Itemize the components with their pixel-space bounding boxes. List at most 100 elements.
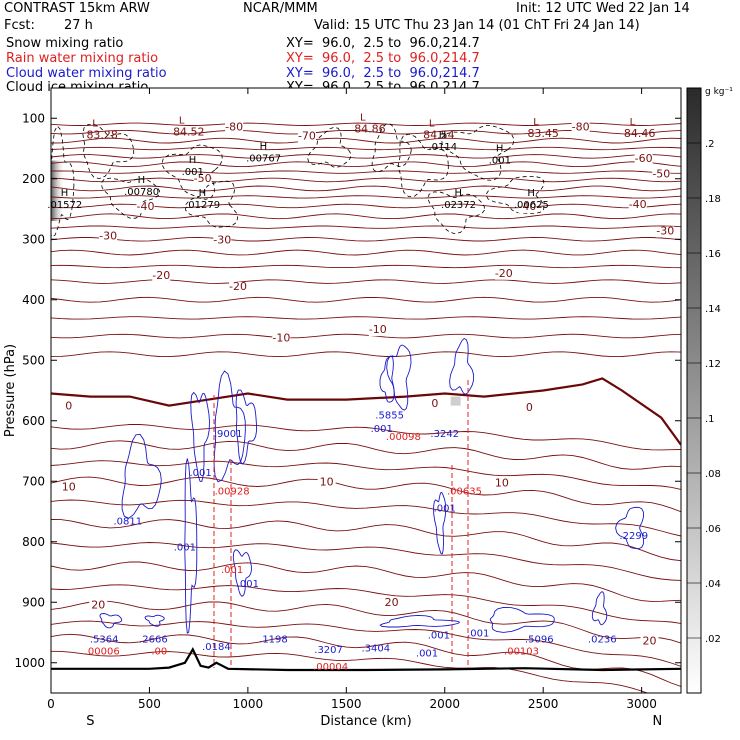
cloud-water-value: .5364: [90, 635, 119, 646]
cloud-water-value: .3207: [314, 645, 343, 656]
rain-value: .00635: [447, 486, 482, 497]
isotherm-label-bg: [272, 333, 291, 345]
cloud-water-value: .2666: [139, 635, 168, 646]
y-tick-label: 1000: [14, 656, 45, 670]
x-tick-label: 1000: [233, 697, 264, 711]
isotherm-label: 10: [495, 477, 509, 490]
isotherm-line: [51, 316, 681, 320]
chart-title: CONTRAST 15km ARW: [4, 1, 150, 16]
y-tick-label: 700: [22, 474, 45, 488]
rain-value: .00: [151, 647, 167, 658]
cloud-ice-contour: [441, 125, 515, 181]
ice-marker: H: [199, 188, 207, 199]
isotherm-label-bg: [59, 482, 78, 494]
forecast-hours: 27 h: [64, 18, 93, 33]
isotherm-label: 20: [643, 635, 657, 648]
y-tick-label: 900: [22, 595, 45, 609]
ice-marker: H: [260, 142, 268, 153]
isotherm-label: -30: [99, 229, 117, 242]
cloud-water-value: .001: [434, 503, 456, 514]
isotherm-line: [51, 170, 681, 174]
cloud-water-contour: [379, 614, 461, 628]
snow-value: 84.86: [354, 122, 386, 135]
isotherm-label: 10: [62, 480, 76, 493]
colorbar-unit: g kg⁻¹: [705, 87, 733, 97]
field-xy-rain: XY= 96.0, 2.5 to 96.0,214.7: [286, 51, 480, 66]
colorbar-tick-label: .08: [705, 469, 721, 480]
isotherm-line: [51, 650, 649, 693]
cloud-water-contour: [386, 344, 412, 411]
ice-value: .01279: [185, 200, 220, 211]
cloud-water-contour: [213, 370, 246, 483]
ice-marker: H: [527, 188, 535, 199]
snow-value: 84.46: [624, 127, 656, 140]
x-end-label-south: S: [86, 714, 94, 729]
snow-marker: L: [429, 118, 435, 129]
isotherm-label: -10: [272, 331, 290, 344]
isotherm-line: [51, 146, 681, 151]
isotherm-line: [51, 195, 681, 199]
isotherm-label-bg: [297, 131, 316, 143]
snow-shading: [51, 160, 65, 222]
y-tick-label: 800: [22, 535, 45, 549]
y-tick-label: 600: [22, 414, 45, 428]
cloud-water-value: .001: [371, 424, 393, 435]
cloud-water-contour: [615, 506, 644, 550]
snow-value: 83.28: [86, 128, 118, 141]
ice-marker: H: [455, 188, 463, 199]
cloud-water-value: .0811: [113, 517, 142, 528]
x-tick-label: 0: [47, 697, 55, 711]
cloud-ice-contour: [51, 125, 75, 238]
colorbar-tick-label: .14: [705, 304, 721, 315]
isotherm-label: -10: [369, 323, 387, 336]
ice-value: .00780: [124, 187, 159, 198]
field-xy-snow: XY= 96.0, 2.5 to 96.0,214.7: [286, 36, 480, 51]
isotherm-label: -80: [572, 120, 590, 133]
x-axis-label: Distance (km): [320, 714, 411, 729]
colorbar-tick-label: .2: [705, 139, 715, 150]
isotherm-label-bg: [59, 401, 78, 413]
rain-value: .00103: [504, 647, 539, 658]
isotherm-line: [51, 236, 681, 242]
cloud-water-value: .001: [189, 468, 211, 479]
isotherm-line: [51, 225, 681, 229]
cloud-water-contour: [232, 549, 252, 598]
valid-time: Valid: 15 UTC Thu 23 Jan 14 (01 ChT Fri …: [314, 18, 640, 33]
cloud-water-value: .001: [237, 579, 259, 590]
isotherm-label-bg: [652, 169, 671, 181]
isotherm-line: [51, 203, 681, 209]
cloud-water-value: .001: [416, 648, 438, 659]
ice-marker: H: [138, 175, 146, 186]
isotherm-label: 10: [320, 475, 334, 488]
forecast-label: Fcst:: [4, 18, 35, 33]
isotherm-label-bg: [628, 199, 647, 211]
isotherm-line: [51, 476, 681, 513]
x-end-label-north: N: [653, 714, 663, 729]
ice-marker: H: [496, 143, 504, 154]
isotherm-line: [51, 264, 681, 269]
cloud-water-contour: [235, 389, 257, 465]
cloud-ice-contour: [185, 180, 239, 228]
isotherm-label-bg: [136, 202, 155, 214]
ice-value: .01572: [47, 200, 82, 211]
isotherm-label-bg: [317, 477, 336, 489]
colorbar-tick-label: .02: [705, 634, 721, 645]
y-tick-label: 200: [22, 172, 45, 186]
snow-marker: L: [360, 112, 366, 123]
cloud-ice-contour: [100, 177, 161, 219]
colorbar-tick-label: .16: [705, 249, 721, 260]
isotherm-label: 0: [526, 401, 533, 414]
ice-value: .001: [489, 155, 511, 166]
colorbar: [686, 87, 702, 694]
snow-marker: L: [92, 118, 98, 129]
freezing-level-line: [51, 377, 681, 446]
isotherm-line: [51, 154, 681, 159]
isotherm-line: [51, 519, 681, 562]
isotherm-label-bg: [382, 597, 401, 609]
y-tick-label: 500: [22, 353, 45, 367]
isotherm-label: -40: [629, 198, 647, 211]
isotherm-label: -20: [229, 280, 247, 293]
colorbar-tick-label: .18: [705, 194, 721, 205]
field-label-rain: Rain water mixing ratio: [6, 51, 159, 66]
rain-value: .00004: [313, 662, 348, 673]
